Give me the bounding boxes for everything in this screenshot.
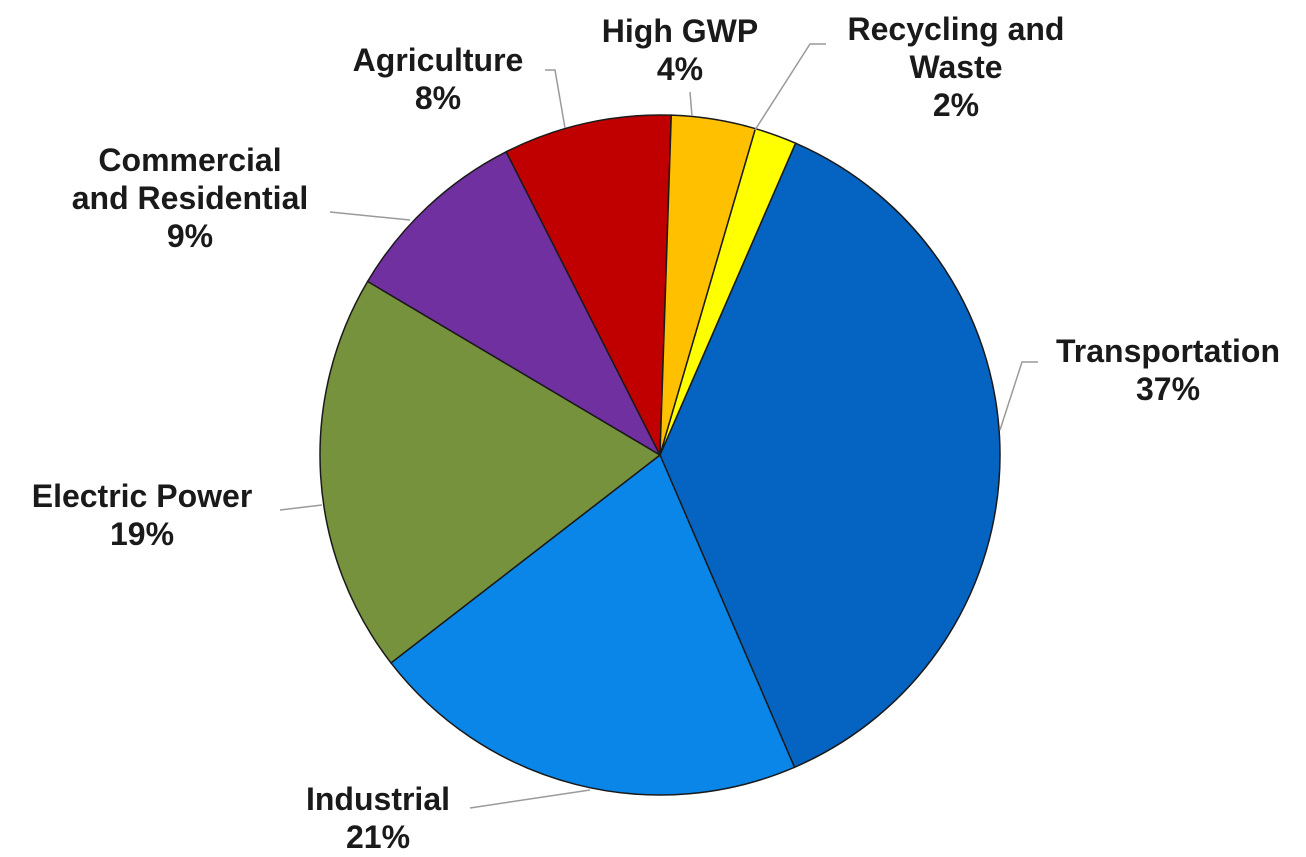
leader-line-industrial [469, 789, 591, 809]
label-commercial-and-residential: Commercial and Residential 9% [72, 142, 309, 254]
slice-agriculture [505, 114, 673, 456]
slice-labels: Transportation 37% Industrial 21% Electric P… [32, 11, 1280, 855]
leader-line-recycling-and-waste [754, 43, 826, 131]
slice-commercial-and-residential [366, 150, 662, 457]
label-line: 37% [1136, 371, 1200, 407]
label-line: Industrial [306, 781, 450, 817]
label-electric-power: Electric Power 19% [32, 478, 253, 552]
label-recycling-and-waste: Recycling and Waste 2% [848, 11, 1065, 123]
label-industrial: Industrial 21% [306, 781, 450, 855]
pie-slices [319, 114, 1001, 796]
leader-line-agriculture [545, 69, 566, 129]
leader-line-electric-power [279, 504, 323, 511]
label-line: 2% [933, 87, 979, 123]
label-line: 8% [415, 80, 461, 116]
label-line: Commercial [98, 142, 281, 178]
label-transportation: Transportation 37% [1056, 333, 1280, 407]
leader-line-high-gwp [689, 91, 693, 117]
slice-industrial [389, 453, 796, 796]
label-line: 4% [657, 51, 703, 87]
label-line: 9% [167, 218, 213, 254]
label-line: and Residential [72, 180, 309, 216]
label-line: Waste [909, 49, 1002, 85]
label-high-gwp: High GWP 4% [602, 13, 758, 87]
leader-lines [279, 43, 1038, 809]
slice-electric-power [319, 280, 662, 664]
label-line: High GWP [602, 13, 758, 49]
label-line: Transportation [1056, 333, 1280, 369]
label-line: Agriculture [353, 42, 524, 78]
label-line: 19% [110, 516, 174, 552]
label-line: Recycling and [848, 11, 1065, 47]
label-line: Electric Power [32, 478, 253, 514]
leader-line-commercial-and-residential [329, 211, 411, 221]
label-line: 21% [346, 819, 410, 855]
slice-transportation [659, 142, 1001, 769]
label-agriculture: Agriculture 8% [353, 42, 524, 116]
leader-line-transportation [999, 361, 1038, 431]
